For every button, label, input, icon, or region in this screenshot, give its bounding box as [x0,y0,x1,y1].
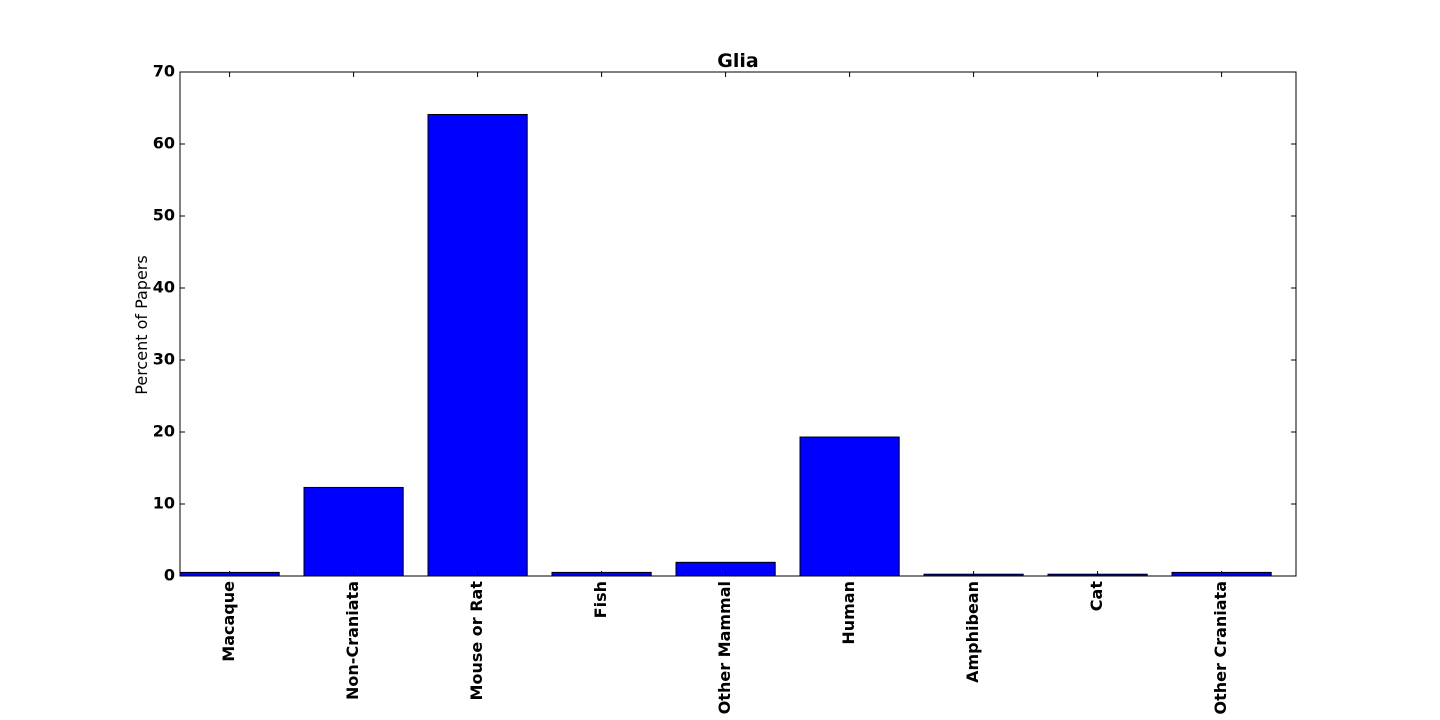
x-tick-label: Fish [591,581,610,618]
x-tick-label: Amphibean [963,581,982,683]
y-tick-label: 0 [164,566,175,585]
bars [179,113,1272,577]
x-tick-label: Other Mammal [715,581,734,714]
plot-frame [179,71,1297,577]
y-tick-label: 30 [153,350,175,369]
x-tick-label: Mouse or Rat [467,581,486,701]
x-tick-label: Human [839,581,858,645]
x-axis: Macaque Non-Craniata Mouse or Rat Fish Other… [219,72,1230,715]
y-tick-label: 10 [153,494,175,513]
y-tick-label: 70 [153,62,175,81]
bar-2 [427,113,528,577]
y-tick-label: 20 [153,422,175,441]
y-tick-label: 60 [153,134,175,153]
y-tick-label: 50 [153,206,175,225]
x-tick-label: Other Craniata [1211,581,1230,715]
bar-1 [303,486,404,577]
x-tick-label: Cat [1087,581,1106,612]
chart-title: Glia [717,50,758,72]
y-axis: 0 10 20 30 40 50 60 70 [153,62,1296,585]
x-tick-label: Non-Craniata [343,581,362,700]
y-tick-label: 40 [153,278,175,297]
bar-5 [799,436,900,577]
x-tick-label: Macaque [219,581,238,662]
y-axis-label: Percent of Papers [132,255,151,394]
